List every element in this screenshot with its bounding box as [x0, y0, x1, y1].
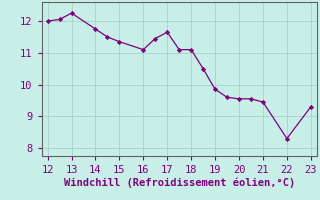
- X-axis label: Windchill (Refroidissement éolien,°C): Windchill (Refroidissement éolien,°C): [64, 178, 295, 188]
